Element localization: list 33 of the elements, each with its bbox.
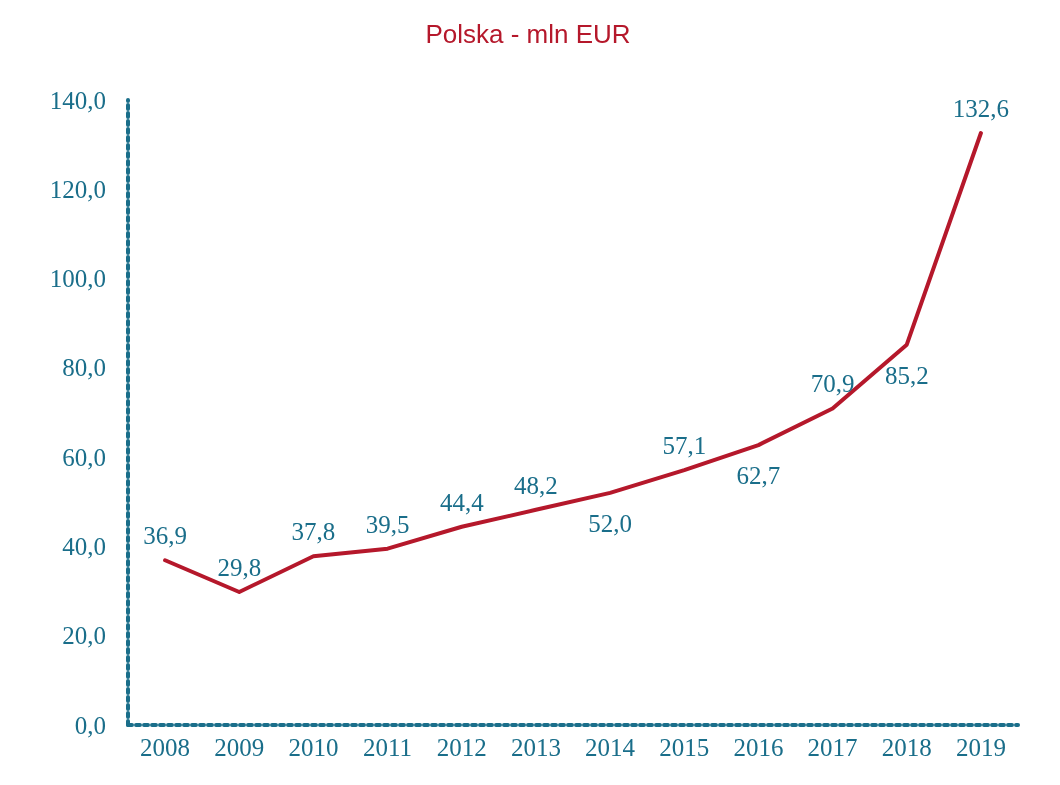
data-label: 29,8 [217,553,262,581]
x-tick-label: 2012 [436,734,487,761]
x-tick-label: 2015 [659,734,710,761]
data-label: 36,9 [143,522,187,550]
y-tick-label: 120,0 [49,175,106,203]
data-label: 62,7 [736,462,781,490]
y-tick-label: 80,0 [62,354,106,382]
y-tick-label: 20,0 [62,622,106,650]
y-tick-label: 60,0 [62,443,106,471]
y-tick-label: 100,0 [49,265,106,293]
x-tick-label: 2010 [288,734,339,761]
data-label: 39,5 [365,510,410,538]
x-tick-label: 2018 [881,734,932,761]
x-tick-label: 2017 [807,734,858,761]
x-tick-label: 2009 [214,734,265,761]
data-label: 52,0 [588,509,632,537]
data-label: 44,4 [439,488,485,516]
x-tick-label: 2016 [733,734,784,761]
data-label: 70,9 [810,370,855,398]
x-tick-label: 2014 [585,734,636,761]
x-tick-label: 2019 [955,734,1006,761]
x-tick-label: 2013 [510,734,561,761]
data-label: 57,1 [662,432,707,460]
chart-title: Polska - mln EUR [425,19,631,49]
data-label: 132,6 [952,95,1010,123]
y-tick-label: 140,0 [49,86,106,114]
y-tick-label: 40,0 [62,532,106,560]
x-tick-label: 2011 [363,734,413,761]
y-tick-label: 0,0 [74,711,106,739]
data-label: 85,2 [884,361,929,389]
x-tick-label: 2008 [140,734,191,761]
data-label: 37,8 [291,518,336,546]
data-label: 48,2 [514,471,558,499]
